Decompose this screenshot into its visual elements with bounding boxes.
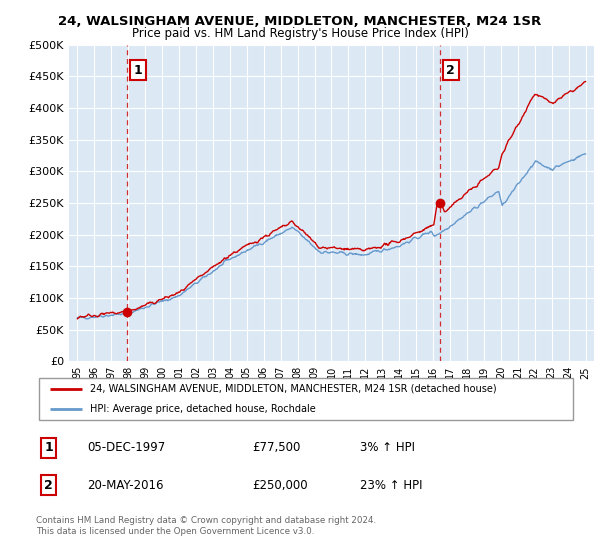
Text: £77,500: £77,500 — [252, 441, 301, 454]
Text: 05-DEC-1997: 05-DEC-1997 — [88, 441, 166, 454]
Text: 1: 1 — [44, 441, 53, 454]
Text: 24, WALSINGHAM AVENUE, MIDDLETON, MANCHESTER, M24 1SR (detached house): 24, WALSINGHAM AVENUE, MIDDLETON, MANCHE… — [90, 384, 497, 394]
Text: 2: 2 — [446, 64, 455, 77]
Text: 24, WALSINGHAM AVENUE, MIDDLETON, MANCHESTER, M24 1SR: 24, WALSINGHAM AVENUE, MIDDLETON, MANCHE… — [58, 15, 542, 27]
Text: £250,000: £250,000 — [252, 479, 308, 492]
Text: 3% ↑ HPI: 3% ↑ HPI — [360, 441, 415, 454]
FancyBboxPatch shape — [39, 377, 574, 421]
Text: 2: 2 — [44, 479, 53, 492]
Text: 23% ↑ HPI: 23% ↑ HPI — [360, 479, 422, 492]
Text: 20-MAY-2016: 20-MAY-2016 — [88, 479, 164, 492]
Text: 1: 1 — [134, 64, 142, 77]
Text: Contains HM Land Registry data © Crown copyright and database right 2024.
This d: Contains HM Land Registry data © Crown c… — [36, 516, 376, 536]
Text: HPI: Average price, detached house, Rochdale: HPI: Average price, detached house, Roch… — [90, 404, 316, 414]
Text: Price paid vs. HM Land Registry's House Price Index (HPI): Price paid vs. HM Land Registry's House … — [131, 27, 469, 40]
